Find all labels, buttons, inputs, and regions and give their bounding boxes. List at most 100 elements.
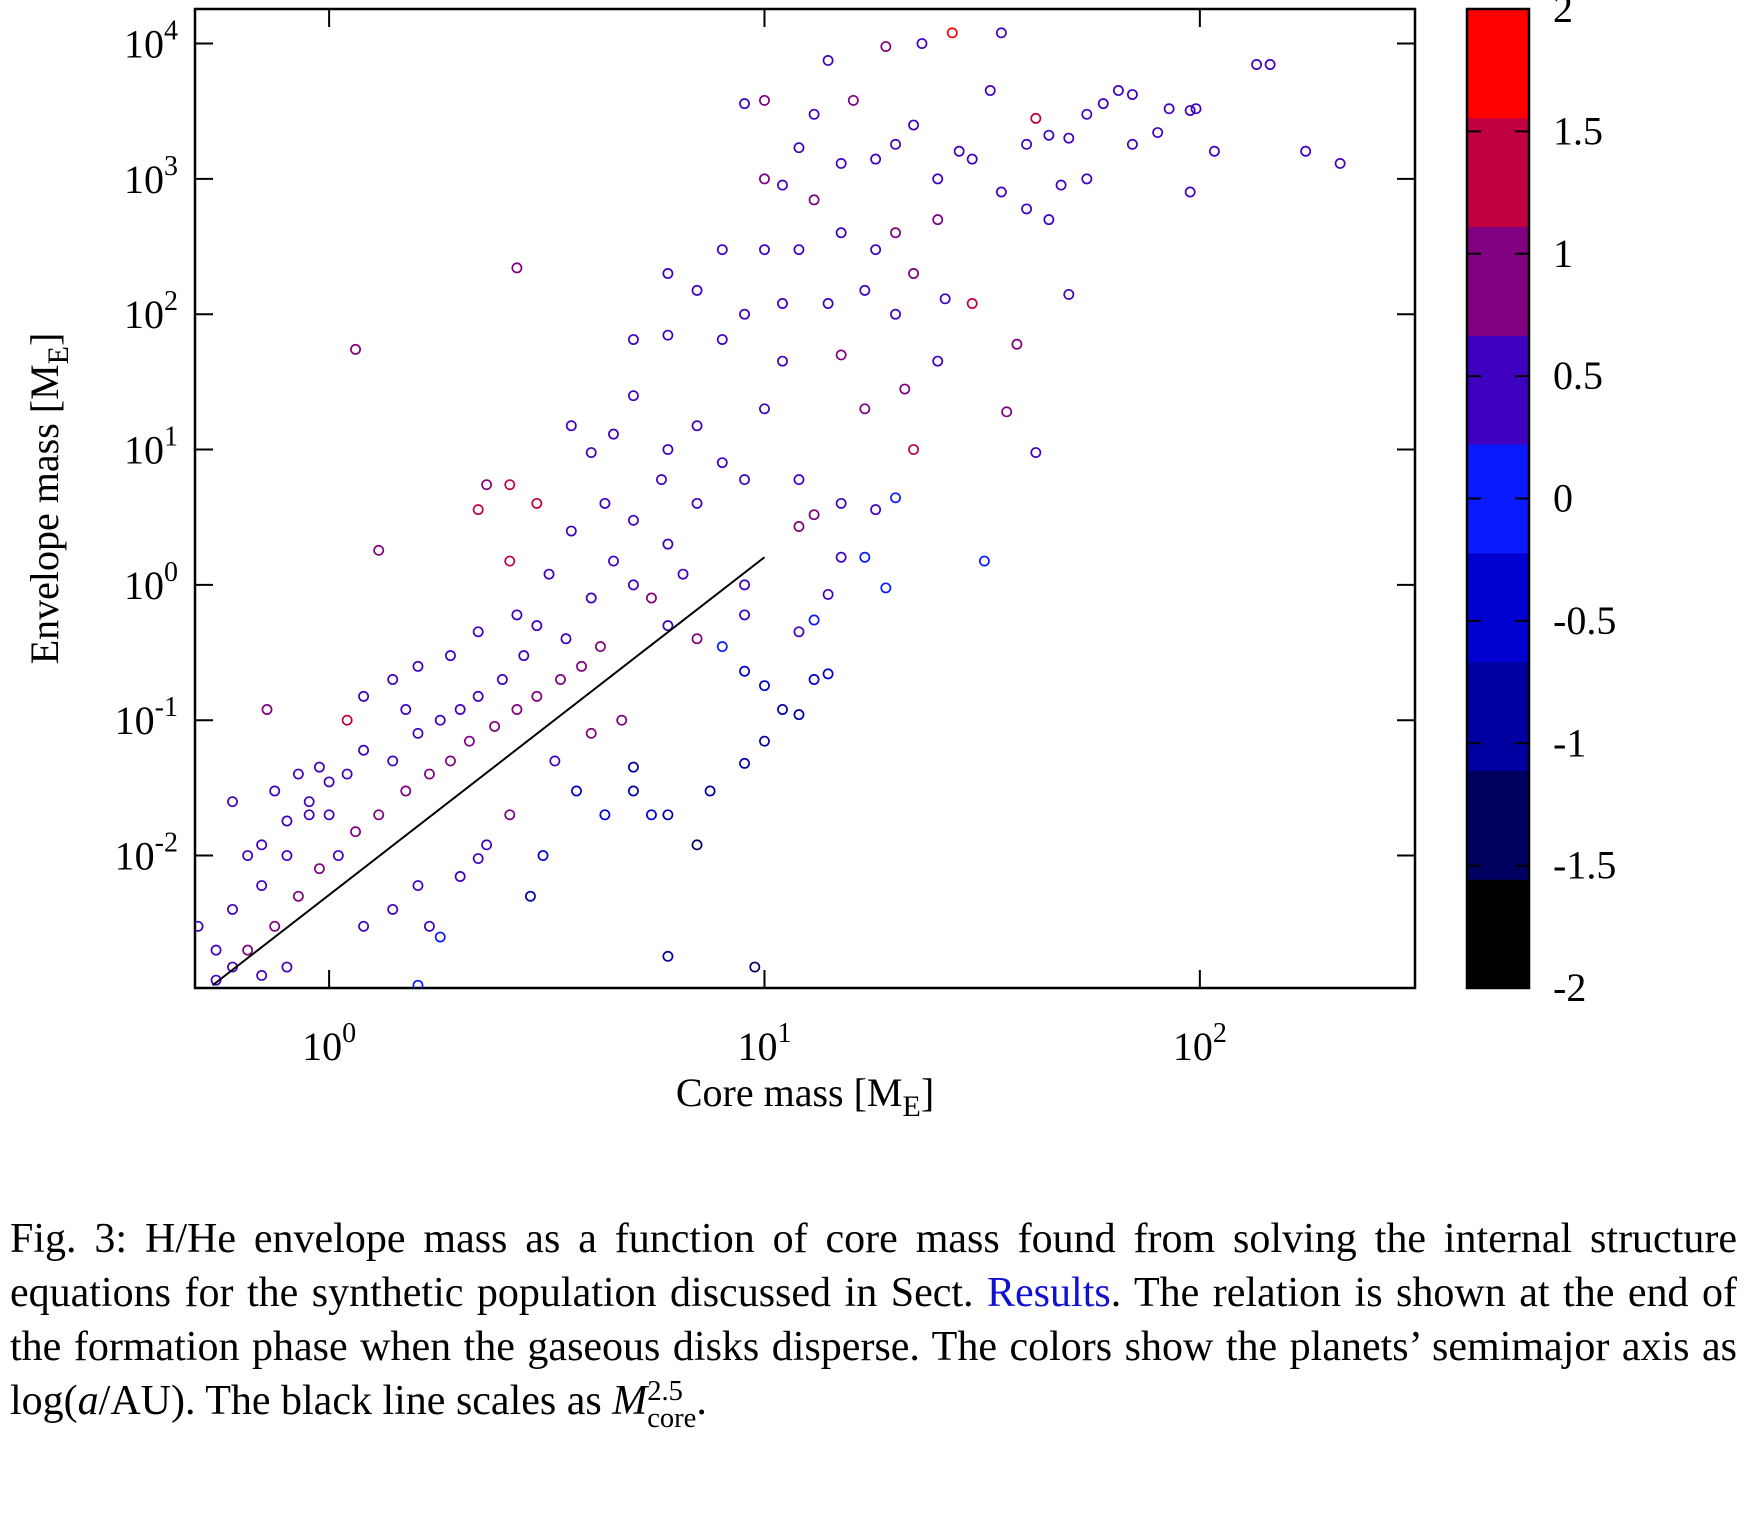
data-point <box>472 504 484 516</box>
data-point <box>1126 138 1138 150</box>
data-point <box>890 138 901 150</box>
data-point <box>256 839 268 851</box>
data-point <box>691 497 703 509</box>
colorbar-tick-label: 1.5 <box>1553 108 1603 153</box>
data-point <box>793 474 805 486</box>
data-point <box>585 447 597 459</box>
data-point <box>227 903 238 915</box>
data-point <box>227 796 238 808</box>
data-point <box>1251 59 1263 70</box>
colorbar-band <box>1467 552 1529 663</box>
data-point <box>908 119 920 131</box>
data-point <box>1021 138 1033 150</box>
data-point <box>627 334 639 345</box>
data-point <box>1152 127 1164 138</box>
colorbar-band <box>1467 770 1529 880</box>
data-point <box>481 839 493 851</box>
data-point <box>412 979 424 988</box>
data-point <box>835 551 847 563</box>
data-point <box>835 497 847 509</box>
data-point <box>1063 288 1075 300</box>
data-point <box>835 158 847 169</box>
data-point <box>984 85 996 96</box>
data-point <box>759 680 770 692</box>
data-point <box>1081 173 1093 185</box>
data-point <box>662 809 674 821</box>
data-point <box>537 850 549 861</box>
data-point <box>677 568 689 580</box>
data-point <box>463 735 475 747</box>
data-point <box>511 704 523 715</box>
x-axis-label: Core mass [ME] <box>676 1070 934 1123</box>
data-point <box>808 108 820 120</box>
y-tick-label: 103 <box>124 151 178 202</box>
data-point <box>616 714 628 726</box>
data-point <box>793 521 805 532</box>
colorbar-band <box>1467 661 1529 771</box>
caption-link[interactable]: Results <box>987 1270 1111 1316</box>
data-point <box>1030 447 1042 459</box>
figure-caption: Fig. 3: H/He envelope mass as a function… <box>10 1212 1737 1433</box>
data-point <box>822 588 834 600</box>
y-tick-base: 10 <box>124 157 164 202</box>
data-point <box>585 592 597 604</box>
data-point <box>358 690 370 702</box>
data-point <box>749 961 761 973</box>
data-point <box>481 479 493 491</box>
data-point <box>793 626 805 638</box>
data-point <box>691 633 703 645</box>
data-point <box>608 555 619 567</box>
data-point <box>1001 406 1013 418</box>
data-point <box>256 880 268 892</box>
colorbar-tick-label: 0 <box>1553 476 1573 521</box>
data-point <box>350 343 361 355</box>
data-point <box>423 768 435 780</box>
data-point <box>1097 98 1109 110</box>
data-point <box>777 704 788 715</box>
plot-area <box>195 27 1346 988</box>
data-point <box>1043 214 1055 226</box>
y-tick-exponent: 3 <box>164 151 178 182</box>
data-point <box>341 714 353 726</box>
data-point <box>1163 103 1175 115</box>
data-point <box>472 853 484 865</box>
data-point <box>1021 203 1033 215</box>
data-point <box>1184 186 1196 198</box>
x-axis-label-sub: E <box>902 1090 920 1123</box>
data-point <box>1190 103 1202 115</box>
colorbar-tick-label: -1.5 <box>1553 843 1616 888</box>
data-point <box>759 735 770 747</box>
colorbar-band <box>1467 335 1529 445</box>
data-point <box>571 785 582 797</box>
y-tick-exponent: -2 <box>155 828 178 859</box>
data-point <box>511 262 523 274</box>
data-point <box>835 227 847 239</box>
data-point <box>793 142 805 154</box>
x-axis-label-text: Core mass [M <box>676 1070 903 1115</box>
data-point <box>739 474 751 486</box>
colorbar-band <box>1467 9 1529 119</box>
data-point <box>560 633 572 645</box>
data-point <box>662 620 674 632</box>
reference-line <box>211 556 766 987</box>
caption-superscript: 2.5 <box>647 1375 683 1407</box>
y-tick-base: 10 <box>115 698 155 743</box>
data-point <box>822 55 834 66</box>
y-tick-label: 10-1 <box>115 692 178 743</box>
data-point <box>932 173 944 185</box>
data-point <box>549 755 561 767</box>
data-point <box>966 298 978 309</box>
data-point <box>1011 338 1023 350</box>
data-point <box>576 660 587 672</box>
data-point <box>281 815 293 827</box>
data-point <box>303 796 315 808</box>
colorbar-tick-label: -2 <box>1553 965 1586 1010</box>
colorbar-tick-label: 0.5 <box>1553 353 1603 398</box>
data-point <box>759 173 770 185</box>
data-point <box>1043 129 1055 141</box>
x-tick-base: 10 <box>737 1024 777 1069</box>
data-point <box>978 555 990 567</box>
data-point <box>313 863 325 875</box>
x-tick-exponent: 1 <box>777 1018 791 1049</box>
